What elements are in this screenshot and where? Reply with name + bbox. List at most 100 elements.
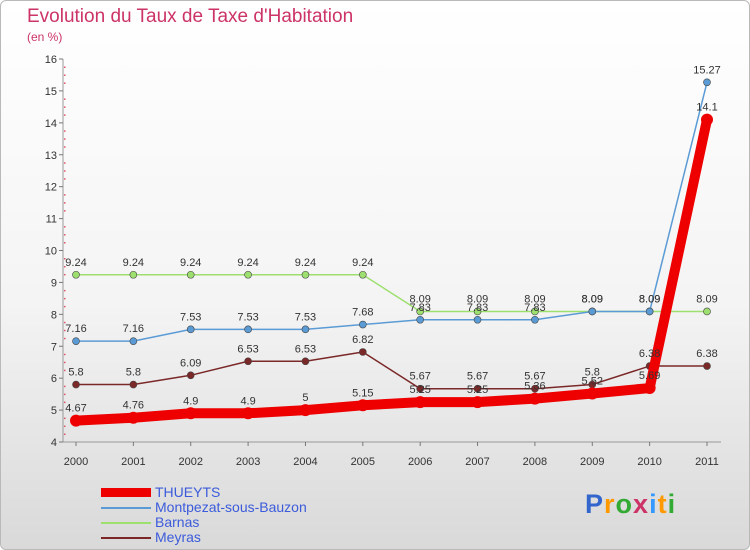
data-point [244, 270, 252, 279]
series-line [75, 351, 708, 390]
x-tick-label: 2003 [236, 456, 260, 468]
data-label: 14.1 [696, 102, 717, 114]
data-label: 15.27 [693, 64, 721, 76]
y-minor-tick [64, 329, 66, 332]
logo-letter: t [657, 489, 668, 519]
data-point [643, 382, 656, 395]
y-tick-label: 14 [45, 118, 57, 130]
y-minor-tick [64, 146, 66, 148]
data-point [703, 307, 711, 316]
y-minor-tick [64, 297, 66, 300]
y-minor-tick [64, 234, 66, 236]
data-point [184, 407, 197, 420]
data-point [473, 307, 482, 316]
data-label: 6.82 [352, 334, 373, 346]
data-point [531, 315, 539, 324]
data-point [72, 270, 80, 279]
x-tick-label: 2008 [523, 456, 547, 468]
series-barnas [72, 270, 711, 316]
x-tick-label: 2007 [465, 456, 489, 468]
x-tick-label: 2000 [64, 456, 88, 468]
y-minor-tick [64, 305, 66, 308]
data-label: 6.09 [180, 357, 201, 369]
data-label: 8.09 [639, 293, 660, 305]
data-label: 5.69 [639, 370, 660, 382]
data-point [70, 414, 82, 427]
y-minor-tick [64, 425, 66, 428]
x-tick-label: 2004 [293, 456, 317, 468]
data-label: 9.24 [180, 257, 201, 269]
logo-letter: i [649, 489, 658, 519]
series-line [75, 274, 708, 313]
data-point [299, 404, 312, 417]
data-label: 7.53 [295, 311, 316, 323]
x-tick-label: 2011 [695, 456, 719, 468]
data-label: 7.53 [180, 311, 201, 323]
y-minor-tick [64, 289, 66, 292]
data-point [528, 392, 541, 405]
data-label: 8.09 [524, 293, 545, 305]
logo-letter: r [604, 489, 616, 519]
y-minor-tick [64, 273, 66, 276]
y-tick-label: 5 [51, 405, 57, 417]
y-tick-label: 9 [51, 277, 57, 289]
data-label: 7.83 [524, 302, 545, 314]
data-label: 8.09 [467, 293, 488, 305]
data-point [703, 78, 711, 87]
data-point [301, 325, 310, 334]
data-label: 7.16 [123, 323, 144, 335]
data-label: 5.67 [409, 371, 430, 383]
data-label: 5.67 [524, 371, 545, 383]
legend-swatch [101, 537, 151, 539]
data-label: 9.24 [352, 257, 373, 269]
x-tick-label: 2001 [121, 456, 145, 468]
data-label: 9.24 [237, 257, 258, 269]
data-point [242, 407, 255, 420]
data-label: 7.83 [409, 302, 430, 314]
legend-label: Meyras [155, 529, 201, 545]
y-minor-tick [64, 242, 66, 244]
y-tick-label: 4 [51, 437, 57, 449]
x-tick-label: 2010 [637, 456, 661, 468]
y-tick-label: 13 [45, 150, 57, 162]
data-label: 5.15 [352, 387, 373, 399]
data-label: 4.67 [65, 403, 86, 415]
series-montpezat-sous-bauzon [72, 78, 711, 345]
y-tick-label: 7 [51, 341, 57, 353]
proxiti-logo: Proxiti [585, 489, 676, 520]
data-point [473, 315, 482, 324]
chart-title: Evolution du Taux de Taxe d'Habitation [27, 6, 354, 27]
data-point [244, 325, 252, 334]
legend-label: THUEYTS [155, 484, 221, 500]
data-label: 5.25 [467, 384, 488, 396]
y-minor-tick [64, 82, 66, 84]
data-label: 5.25 [409, 384, 430, 396]
y-minor-tick [64, 194, 66, 196]
data-point [186, 270, 195, 279]
legend-label: Barnas [155, 514, 200, 530]
data-point [359, 320, 367, 329]
data-label: 7.16 [65, 323, 86, 335]
y-minor-tick [64, 353, 66, 356]
data-label: 9.24 [123, 257, 144, 269]
y-minor-tick [64, 401, 66, 404]
data-label: 7.53 [237, 311, 258, 323]
y-minor-tick [64, 106, 66, 108]
data-point [129, 270, 138, 279]
data-point [416, 384, 424, 393]
data-point [72, 380, 80, 389]
data-label: 5.52 [582, 375, 603, 387]
data-point [127, 411, 140, 424]
data-label: 8.09 [409, 293, 430, 305]
data-label: 5.8 [126, 367, 141, 379]
y-tick-label: 6 [51, 373, 57, 385]
data-point [416, 307, 424, 316]
data-point [244, 357, 252, 366]
legend-swatch [101, 488, 151, 497]
data-label: 8.09 [639, 293, 660, 305]
y-minor-tick [64, 162, 66, 164]
y-minor-tick [64, 393, 66, 396]
y-minor-tick [64, 265, 66, 268]
axes: 4 5 6 7 8 9 10 11 12 13 14 15 16 2000 2001 2002 2003 2004… [45, 54, 721, 468]
